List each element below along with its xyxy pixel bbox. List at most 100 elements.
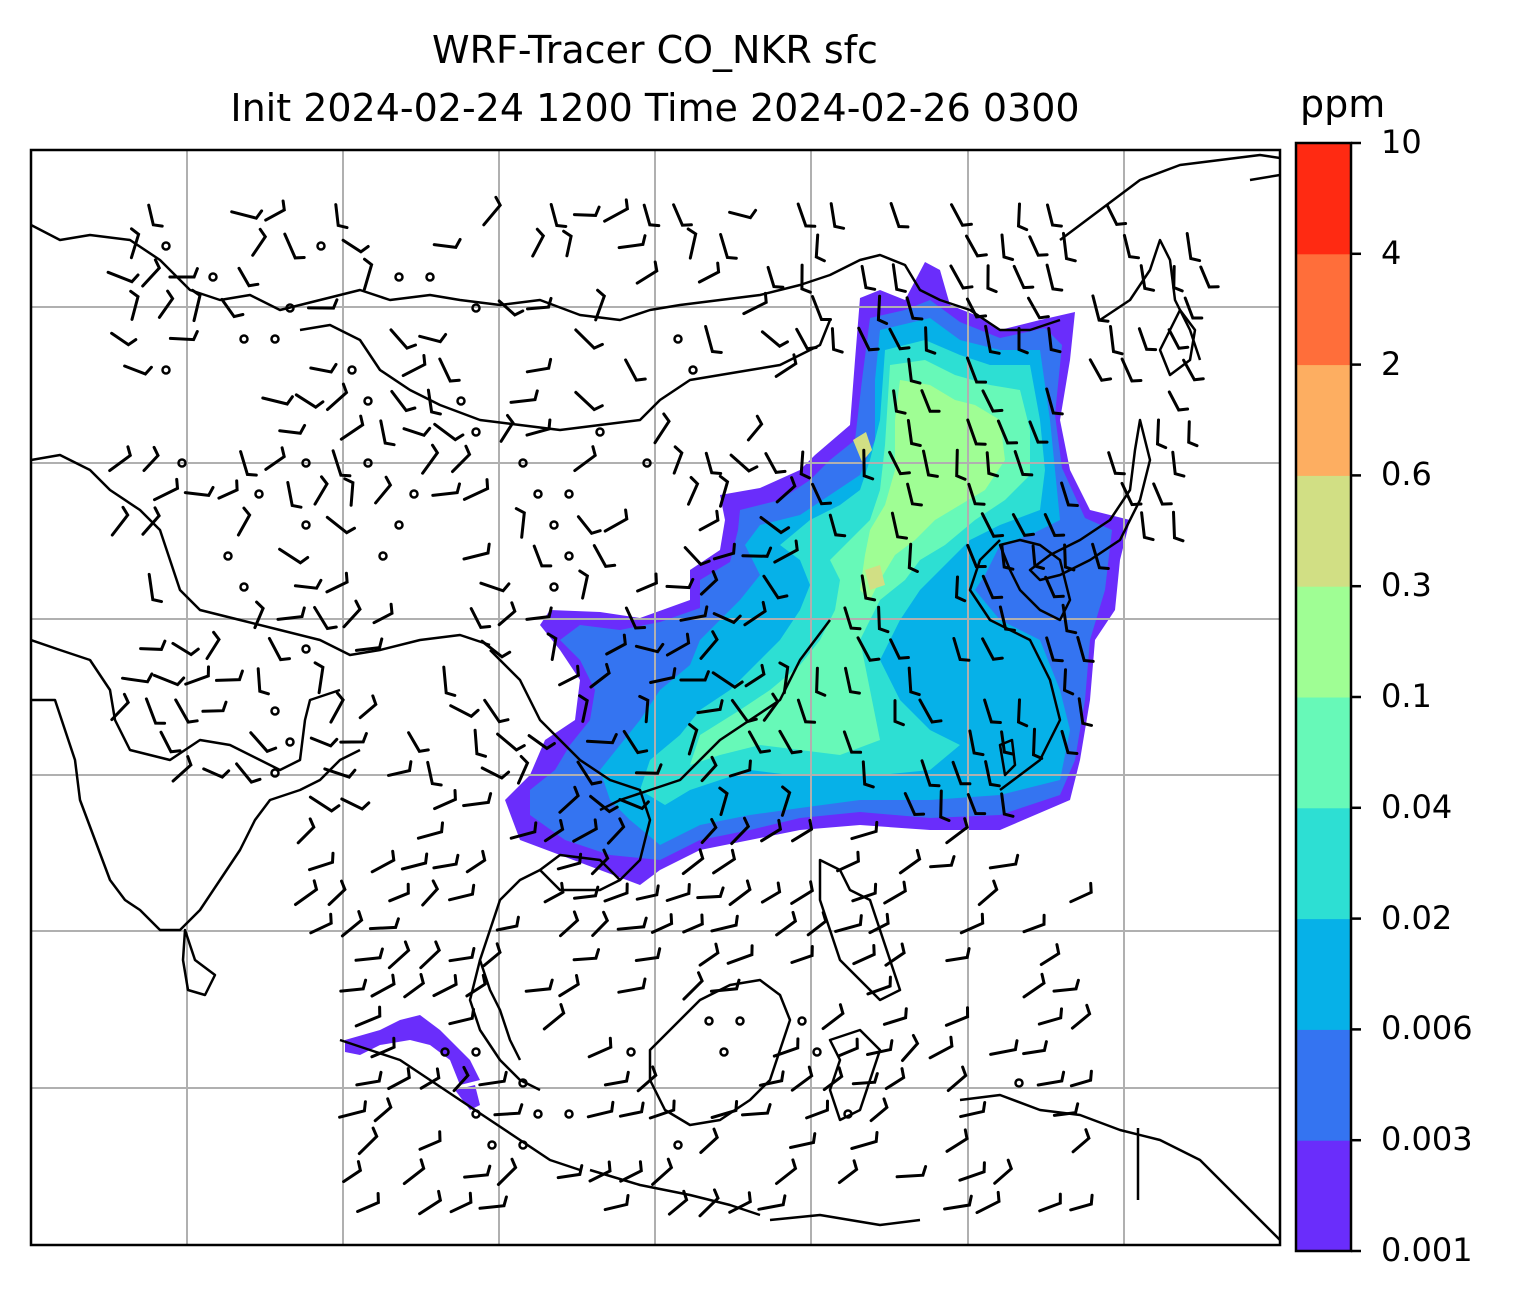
wind-barb bbox=[449, 1191, 473, 1214]
calm-marker bbox=[487, 1140, 497, 1150]
wind-barb bbox=[760, 818, 783, 843]
wind-barb bbox=[815, 666, 827, 697]
calm-marker bbox=[518, 1140, 528, 1150]
wind-barb bbox=[576, 760, 603, 786]
wind-barb bbox=[325, 571, 349, 594]
wind-barb bbox=[1028, 235, 1049, 257]
wind-barb bbox=[402, 426, 432, 438]
wind-barb bbox=[462, 792, 493, 808]
wind-barb bbox=[616, 916, 648, 931]
wind-barb bbox=[687, 476, 700, 506]
wind-barb bbox=[558, 974, 580, 998]
wind-barb bbox=[1011, 513, 1035, 538]
wind-barb bbox=[638, 694, 650, 724]
calm-marker bbox=[301, 458, 311, 468]
wind-barb bbox=[293, 578, 323, 590]
wind-barb bbox=[1070, 1003, 1092, 1030]
wind-barb bbox=[814, 233, 826, 263]
wind-barb bbox=[340, 797, 371, 811]
wind-barb bbox=[370, 849, 396, 874]
colorbar-tick-label: 0.1 bbox=[1381, 677, 1432, 715]
wind-barb bbox=[572, 205, 601, 217]
calm-marker bbox=[223, 551, 233, 561]
wind-barb bbox=[1060, 729, 1079, 755]
wind-barb bbox=[387, 760, 413, 777]
wind-barb bbox=[121, 672, 154, 684]
wind-barb bbox=[682, 971, 704, 1001]
wind-barb bbox=[542, 1003, 566, 1031]
wind-barb bbox=[1187, 420, 1199, 448]
wind-barb bbox=[313, 606, 338, 631]
wind-barb bbox=[448, 1007, 475, 1026]
wind-barb bbox=[943, 1194, 973, 1211]
wind-barb bbox=[251, 227, 268, 257]
wind-barb bbox=[586, 733, 618, 745]
wind-barb bbox=[603, 508, 629, 533]
wind-barb bbox=[679, 670, 710, 682]
colorbar-band bbox=[1296, 697, 1351, 809]
wind-barb bbox=[1000, 792, 1015, 818]
wind-barb bbox=[920, 759, 941, 788]
wind-barb bbox=[174, 698, 199, 724]
wind-barb bbox=[895, 1165, 928, 1179]
wind-barb bbox=[142, 445, 160, 472]
wind-barb bbox=[635, 884, 660, 901]
colorbar-band bbox=[1296, 143, 1351, 255]
wind-barb bbox=[959, 1101, 987, 1119]
wind-barb bbox=[549, 203, 568, 228]
colorbar-tick-label: 0.3 bbox=[1381, 566, 1432, 605]
wind-barb bbox=[743, 600, 767, 627]
wind-barb bbox=[432, 238, 462, 250]
wind-barb bbox=[975, 1190, 1001, 1215]
wind-barb bbox=[1028, 420, 1049, 444]
wind-barb bbox=[922, 449, 939, 478]
wind-barb bbox=[110, 505, 130, 537]
chart-title: WRF-Tracer CO_NKR sfc bbox=[432, 28, 878, 72]
wind-barb bbox=[699, 570, 719, 596]
colorbar-band bbox=[1296, 1029, 1351, 1141]
wind-barb bbox=[480, 639, 512, 659]
wind-barb bbox=[235, 762, 262, 784]
wind-barb bbox=[217, 479, 239, 500]
wind-barb bbox=[920, 389, 941, 413]
wind-barb bbox=[1022, 913, 1046, 934]
wind-barb bbox=[524, 978, 554, 993]
wind-barb bbox=[986, 264, 998, 294]
wind-barb bbox=[215, 669, 244, 682]
wind-barb bbox=[681, 848, 705, 876]
wind-barb bbox=[482, 195, 503, 227]
wind-barb bbox=[264, 446, 286, 471]
wind-barb bbox=[890, 511, 908, 540]
wind-barb bbox=[1013, 450, 1034, 477]
calm-marker bbox=[347, 365, 357, 375]
wind-barb bbox=[546, 632, 558, 661]
wind-barb bbox=[338, 1100, 367, 1119]
wind-barb bbox=[778, 729, 803, 755]
wind-barb bbox=[728, 759, 752, 778]
wind-barb bbox=[606, 817, 626, 845]
wind-barb bbox=[256, 667, 270, 696]
wind-barb bbox=[556, 1164, 584, 1180]
wind-barb bbox=[1000, 543, 1015, 571]
wind-barb bbox=[952, 637, 971, 662]
wind-barb bbox=[1043, 513, 1066, 538]
wind-barb bbox=[407, 731, 430, 753]
wind-barb bbox=[1088, 358, 1113, 382]
wind-barb bbox=[698, 942, 720, 967]
calm-marker bbox=[549, 582, 559, 592]
wind-barb bbox=[1122, 233, 1140, 260]
wind-barb bbox=[762, 692, 780, 722]
wind-barb bbox=[141, 258, 162, 288]
calm-marker bbox=[704, 1016, 714, 1026]
wind-barb bbox=[773, 539, 799, 564]
wind-barb bbox=[362, 257, 374, 291]
calm-marker bbox=[161, 365, 171, 375]
wind-barb bbox=[230, 209, 264, 220]
wind-barb bbox=[939, 789, 951, 822]
wind-barb bbox=[757, 1194, 787, 1211]
wind-barb bbox=[144, 697, 167, 725]
wind-barb bbox=[951, 760, 972, 786]
wind-barb bbox=[981, 637, 1004, 661]
wind-barb bbox=[1120, 357, 1143, 383]
calm-marker bbox=[239, 582, 249, 592]
